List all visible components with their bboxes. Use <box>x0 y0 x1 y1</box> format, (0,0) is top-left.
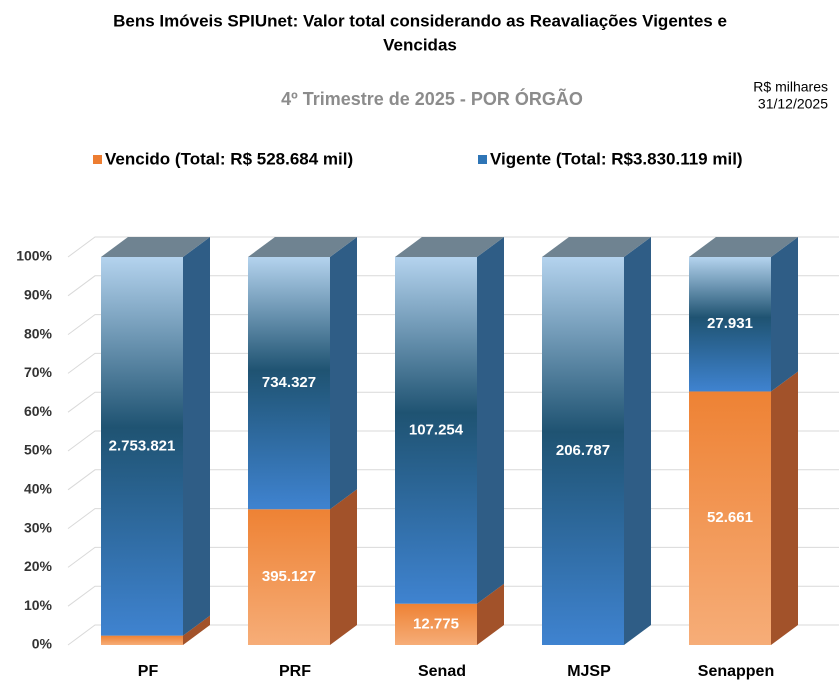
y-tick-label: 70% <box>24 364 53 380</box>
y-tick-label: 80% <box>24 325 53 341</box>
chart-title: Bens Imóveis SPIUnet: Valor total consid… <box>113 11 727 30</box>
bar-top <box>542 237 651 257</box>
bar-segment <box>542 257 624 645</box>
x-tick-label: PRF <box>279 663 311 680</box>
legend-label: Vigente (Total: R$3.830.119 mil) <box>490 149 743 168</box>
bar-segment <box>689 257 771 392</box>
bar-segment <box>248 257 330 510</box>
bar-segment <box>101 257 183 636</box>
bar-side <box>183 237 210 636</box>
x-tick-label: PF <box>138 663 159 680</box>
y-tick-label: 0% <box>32 636 53 652</box>
x-tick-label: Senad <box>418 663 466 680</box>
x-tick-label: MJSP <box>567 663 611 680</box>
bar-segment <box>248 509 330 645</box>
y-tick-label: 90% <box>24 287 53 303</box>
bar-segment <box>395 257 477 604</box>
bar-side <box>330 489 357 645</box>
y-tick-label: 10% <box>24 597 53 613</box>
bar-top <box>101 237 210 257</box>
bar-top <box>248 237 357 257</box>
bar-side <box>183 615 210 645</box>
annotation: 31/12/2025 <box>758 96 828 112</box>
data-label: 206.787 <box>556 442 610 459</box>
bar-side <box>477 237 504 604</box>
y-tick-label: 40% <box>24 481 53 497</box>
y-tick-label: 100% <box>16 248 52 264</box>
bar-segment <box>395 603 477 645</box>
subtitle: 4º Trimestre de 2025 - POR ÓRGÃO <box>281 88 583 109</box>
bar-side <box>771 237 798 392</box>
bar-side <box>477 583 504 645</box>
data-label: 52.661 <box>707 509 753 526</box>
annotation: R$ milhares <box>753 79 828 95</box>
bar-segment <box>689 391 771 645</box>
y-tick-label: 50% <box>24 442 53 458</box>
x-tick-label: Senappen <box>698 663 774 680</box>
y-tick-label: 20% <box>24 558 53 574</box>
data-label: 27.931 <box>707 315 753 332</box>
data-label: 2.753.821 <box>109 437 176 454</box>
bar-side <box>624 237 651 645</box>
legend-swatch <box>478 155 487 164</box>
legend-swatch <box>93 155 102 164</box>
data-label: 395.127 <box>262 568 316 585</box>
bar-side <box>330 237 357 510</box>
bar-side <box>771 371 798 645</box>
bar-segment <box>101 635 183 645</box>
y-tick-label: 30% <box>24 519 53 535</box>
data-label: 734.327 <box>262 374 316 391</box>
legend-label: Vencido (Total: R$ 528.684 mil) <box>105 149 353 168</box>
data-label: 12.775 <box>413 615 459 632</box>
y-tick-label: 60% <box>24 403 53 419</box>
bar-top <box>689 237 798 257</box>
legend: Vencido (Total: R$ 528.684 mil) Vigente (… <box>93 149 743 168</box>
chart-title: Vencidas <box>383 35 457 54</box>
bar-top <box>395 237 504 257</box>
data-label: 107.254 <box>409 421 464 438</box>
